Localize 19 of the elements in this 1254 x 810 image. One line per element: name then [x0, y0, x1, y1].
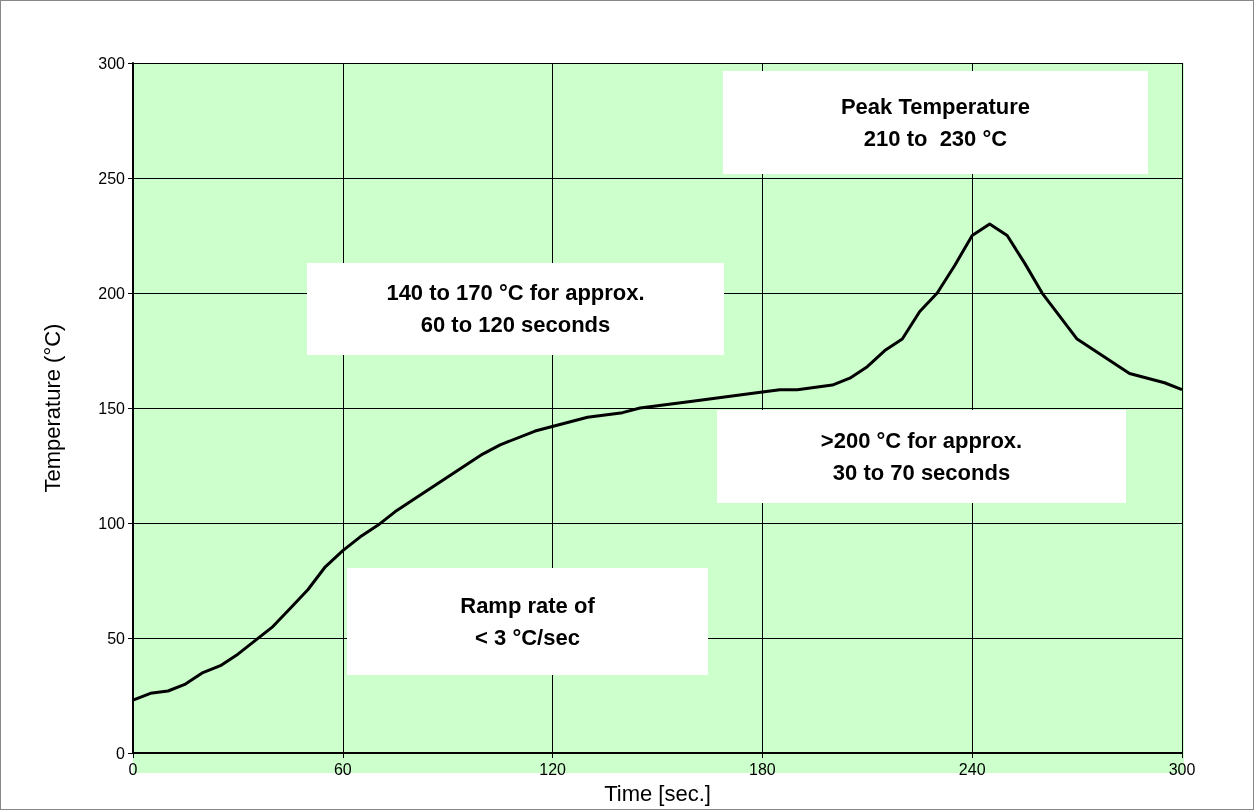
- y-tick-label: 0: [116, 744, 126, 762]
- y-tick-label: 200: [98, 284, 126, 302]
- y-tick-label: 50: [107, 629, 126, 647]
- y-tick-label: 300: [98, 54, 126, 72]
- x-tick-label: 120: [539, 760, 567, 778]
- note-box: Peak Temperature 210 to 230 °C: [723, 71, 1148, 174]
- note-box: 140 to 170 °C for approx. 60 to 120 seconds: [307, 263, 724, 355]
- x-tick-label: 300: [1168, 760, 1196, 778]
- x-tick-label: 240: [958, 760, 986, 778]
- y-axis-title: Temperature (°C): [39, 323, 65, 493]
- note-box: Ramp rate of < 3 °C/sec: [347, 568, 708, 675]
- y-tick-label: 100: [98, 514, 126, 532]
- x-tick-label: 60: [333, 760, 352, 778]
- y-tick-label: 150: [98, 399, 126, 417]
- note-box: >200 °C for approx. 30 to 70 seconds: [717, 410, 1126, 503]
- x-axis-title: Time [sec.]: [604, 780, 711, 806]
- y-tick-label: 250: [98, 169, 126, 187]
- x-tick-label: 180: [749, 760, 776, 778]
- x-tick-label: 0: [128, 760, 138, 778]
